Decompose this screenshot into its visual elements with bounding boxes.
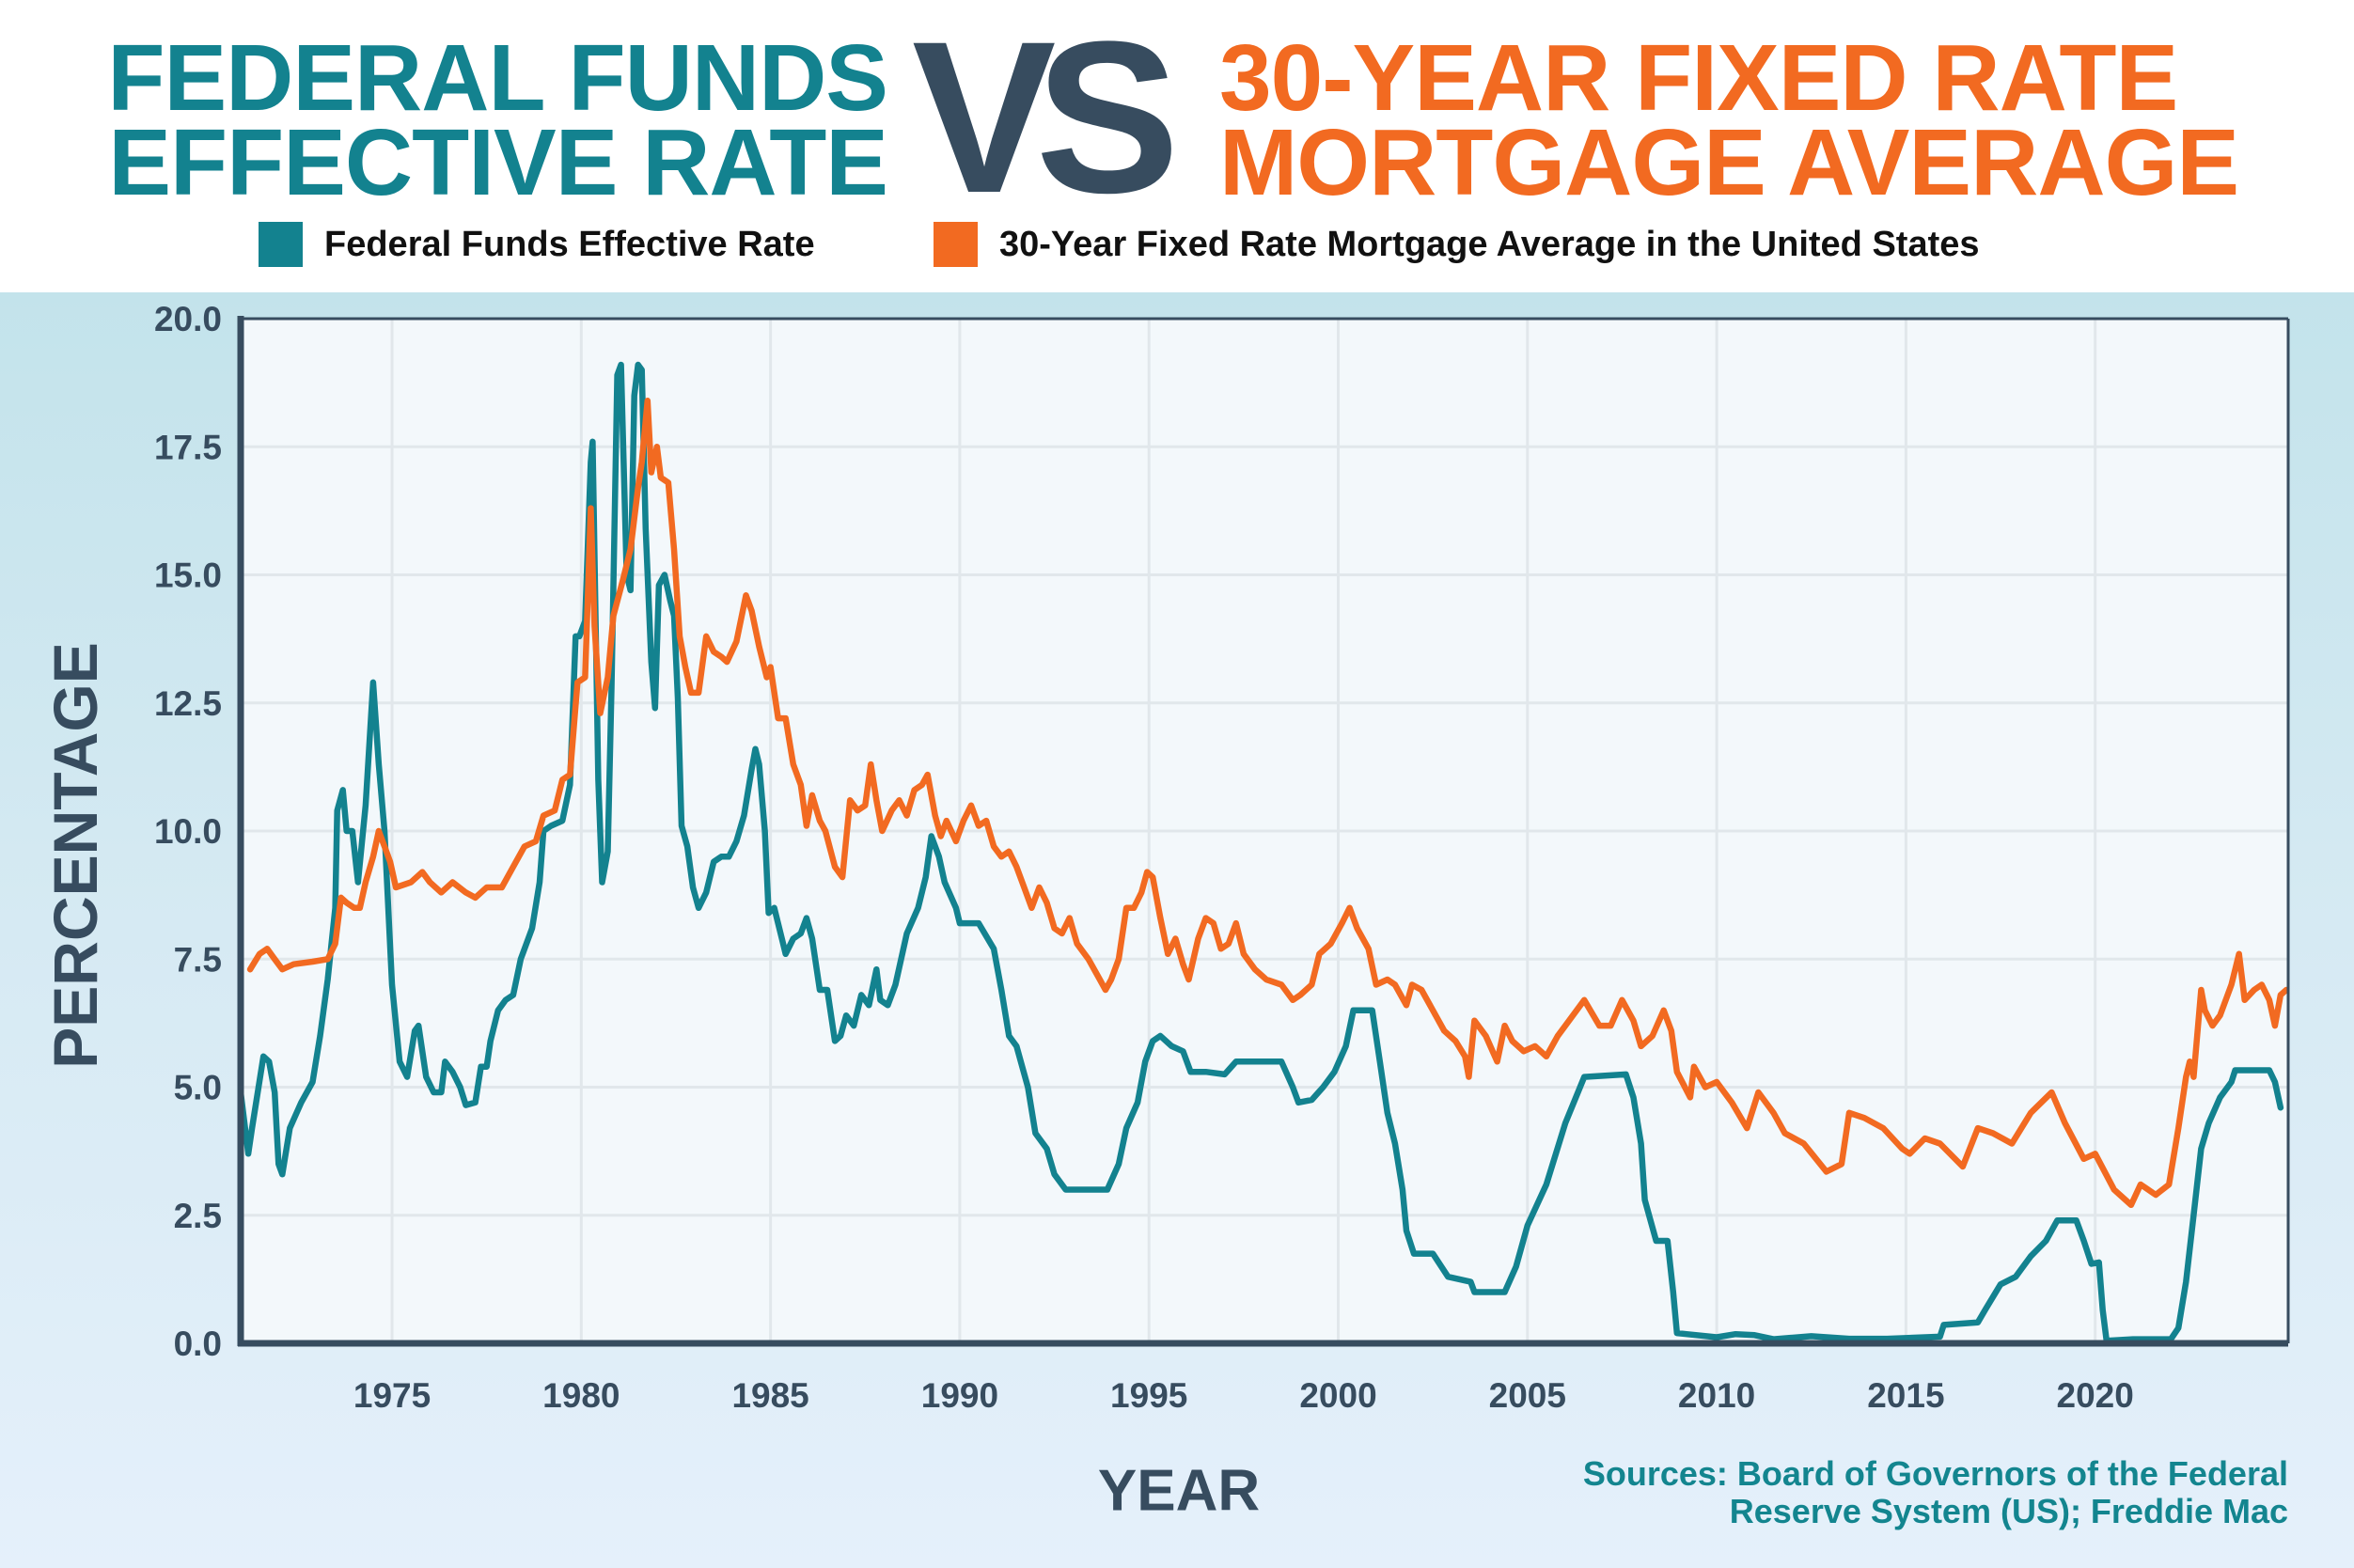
sources-note: Sources: Board of Governors of the Feder… (1583, 1455, 2288, 1530)
x-tick-label: 2020 (2057, 1376, 2134, 1415)
y-tick-label: 15.0 (154, 557, 222, 595)
x-tick-label: 1980 (542, 1376, 620, 1415)
header (0, 0, 2354, 292)
series-lines (237, 361, 2290, 1344)
y-tick-label: 20.0 (154, 300, 222, 338)
title-line: 30-YEAR FIXED RATE (1219, 25, 2178, 131)
tick-labels: 0.0 2.5 5.0 7.5 10.0 12.5 15.0 17.5 20.0 1975 1980… (154, 300, 2134, 1415)
x-tick-label: 2015 (1867, 1376, 1944, 1415)
x-tick-label: 2005 (1489, 1376, 1566, 1415)
sources-line: Sources: Board of Governors of the Feder… (1582, 1454, 2288, 1493)
y-tick-label: 7.5 (174, 940, 222, 979)
title-line: FEDERAL FUNDS (107, 25, 888, 131)
title-line: MORTGAGE AVERAGE (1219, 110, 2239, 215)
x-tick-label: 2000 (1299, 1376, 1376, 1415)
x-tick-label: 2010 (1678, 1376, 1755, 1415)
y-tick-label: 17.5 (154, 428, 222, 466)
series-line-federal-funds (237, 361, 2284, 1344)
sources-line: Reserve System (US); Freddie Mac (1729, 1492, 2288, 1530)
y-tick-label: 10.0 (154, 812, 222, 851)
y-tick-label: 5.0 (174, 1069, 222, 1107)
title-line: EFFECTIVE RATE (108, 110, 888, 215)
y-tick-label: 2.5 (174, 1197, 222, 1235)
legend-label: Federal Funds Effective Rate (324, 224, 815, 264)
x-tick-label: 1995 (1110, 1376, 1187, 1415)
title-federal-funds: FEDERAL FUNDS EFFECTIVE RATE (107, 25, 888, 215)
y-tick-label: 12.5 (154, 684, 222, 723)
title-mortgage: 30-YEAR FIXED RATE MORTGAGE AVERAGE (1219, 25, 2239, 215)
x-tick-label: 1990 (921, 1376, 998, 1415)
y-tick-label: 0.0 (174, 1325, 222, 1363)
legend-item-mortgage: 30-Year Fixed Rate Mortgage Average in t… (934, 222, 1980, 267)
y-axis-title: PERCENTAGE (40, 642, 110, 1069)
legend-swatch-teal (259, 222, 303, 267)
vs-label: VS (912, 0, 1180, 238)
x-tick-label: 1975 (353, 1376, 431, 1415)
series-line-mortgage (246, 397, 2290, 1209)
legend-item-fed-funds: Federal Funds Effective Rate (259, 222, 815, 267)
x-axis-title: YEAR (1097, 1458, 1261, 1524)
legend-swatch-orange (934, 222, 978, 267)
legend-label: 30-Year Fixed Rate Mortgage Average in t… (999, 224, 1980, 264)
x-tick-label: 1985 (731, 1376, 808, 1415)
